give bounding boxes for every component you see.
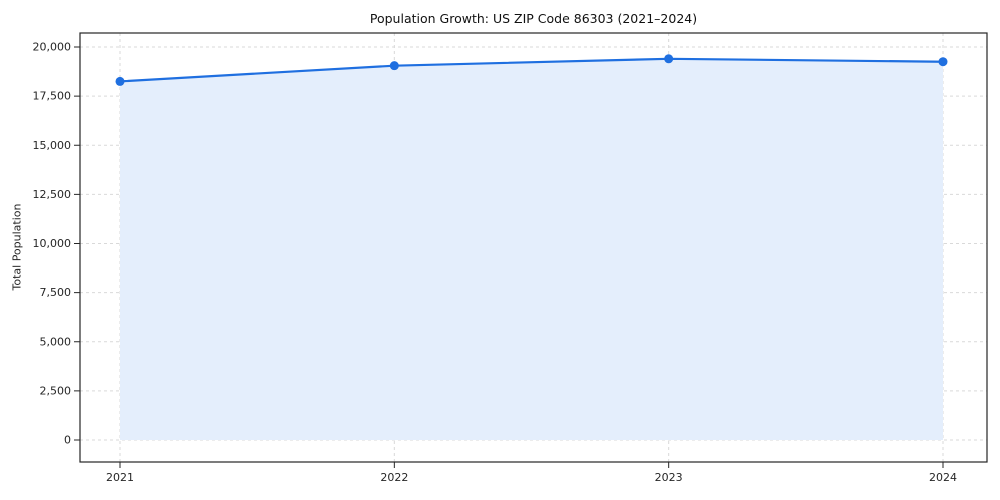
plot-border (79, 32, 988, 463)
chart-title: Population Growth: US ZIP Code 86303 (20… (369, 11, 698, 26)
y-tick-label: 15,000 (33, 139, 72, 152)
data-point-marker (664, 54, 674, 64)
y-tick-label: 0 (64, 434, 71, 447)
x-tick-label: 2022 (380, 471, 408, 484)
data-point-marker (115, 76, 125, 86)
y-tick-label: 7,500 (40, 286, 72, 299)
series-line (118, 57, 945, 83)
y-tick-label: 5,000 (40, 335, 72, 348)
data-point-marker (389, 61, 399, 71)
y-tick-label: 17,500 (33, 90, 72, 103)
x-tick-label: 2021 (106, 471, 134, 484)
y-tick-label: 2,500 (40, 384, 72, 397)
x-tick-label: 2024 (929, 471, 957, 484)
x-tick-label: 2023 (655, 471, 683, 484)
area-fill (120, 58, 943, 440)
y-tick-label: 20,000 (33, 41, 72, 54)
y-tick-label: 12,500 (33, 188, 72, 201)
y-tick-label: 10,000 (33, 237, 72, 250)
data-point-marker (938, 57, 948, 67)
